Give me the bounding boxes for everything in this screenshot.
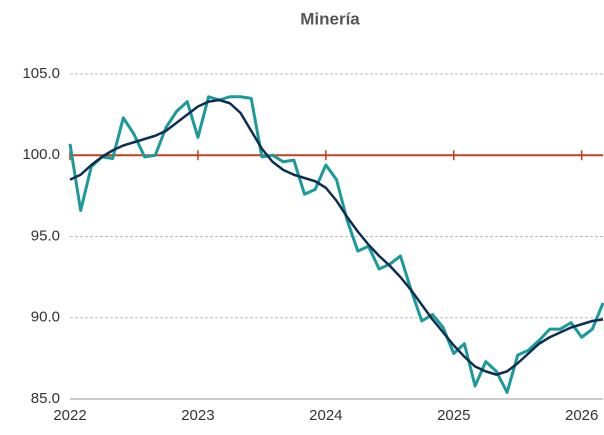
y-tick-label: 95.0 (31, 227, 60, 244)
x-tick-label: 2023 (181, 407, 214, 424)
y-tick-label: 100.0 (22, 146, 60, 163)
series-line (68, 95, 604, 394)
x-tick-label: 2025 (437, 407, 470, 424)
y-tick-label: 85.0 (31, 390, 60, 407)
x-tick-label: 2024 (309, 407, 342, 424)
chart-title: Minería (300, 9, 360, 28)
y-tick-label: 90.0 (31, 309, 60, 326)
x-tick-label: 2022 (53, 407, 86, 424)
series-line (69, 98, 604, 376)
x-tick-label: 2026 (565, 407, 598, 424)
y-tick-label: 105.0 (22, 65, 60, 82)
